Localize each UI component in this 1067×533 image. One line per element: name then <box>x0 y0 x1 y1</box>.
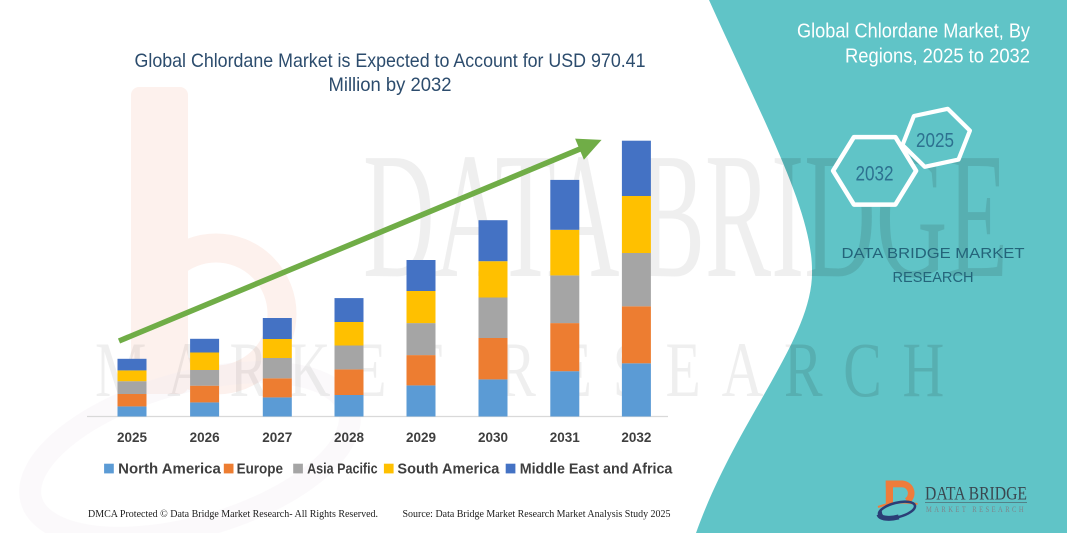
svg-text:2030: 2030 <box>478 430 508 445</box>
svg-text:MARKET RESEARCH: MARKET RESEARCH <box>95 326 965 413</box>
svg-text:Europe: Europe <box>237 462 283 478</box>
svg-text:DMCA Protected © Data Bridge M: DMCA Protected © Data Bridge Market Rese… <box>88 509 378 520</box>
svg-text:2027: 2027 <box>262 430 292 445</box>
svg-text:2032: 2032 <box>856 163 894 186</box>
svg-text:DATA BRIDGE MARKET: DATA BRIDGE MARKET <box>842 245 1025 262</box>
svg-text:Global Chlordane Market is Exp: Global Chlordane Market is Expected to A… <box>135 50 646 72</box>
svg-text:RESEARCH: RESEARCH <box>893 269 974 286</box>
svg-text:2025: 2025 <box>916 129 954 152</box>
svg-text:South America: South America <box>397 462 500 478</box>
svg-text:Global Chlordane Market, By: Global Chlordane Market, By <box>797 21 1030 43</box>
svg-text:2028: 2028 <box>334 430 365 445</box>
svg-text:Source: Data Bridge Market Res: Source: Data Bridge Market Research Mark… <box>403 509 671 520</box>
svg-text:DATA BRIDGE: DATA BRIDGE <box>925 485 1027 505</box>
svg-text:2031: 2031 <box>550 430 581 445</box>
svg-text:2025: 2025 <box>117 430 148 445</box>
svg-text:North America: North America <box>118 462 222 478</box>
svg-text:2026: 2026 <box>190 430 221 445</box>
svg-text:Million by 2032: Million by 2032 <box>329 74 452 96</box>
svg-text:Asia Pacific: Asia Pacific <box>307 462 378 478</box>
svg-text:Middle East and Africa: Middle East and Africa <box>520 462 674 478</box>
svg-text:Regions, 2025 to 2032: Regions, 2025 to 2032 <box>845 46 1030 68</box>
svg-text:MARKET RESEARCH: MARKET RESEARCH <box>926 505 1026 514</box>
svg-text:2029: 2029 <box>406 430 436 445</box>
svg-text:2032: 2032 <box>621 430 651 445</box>
